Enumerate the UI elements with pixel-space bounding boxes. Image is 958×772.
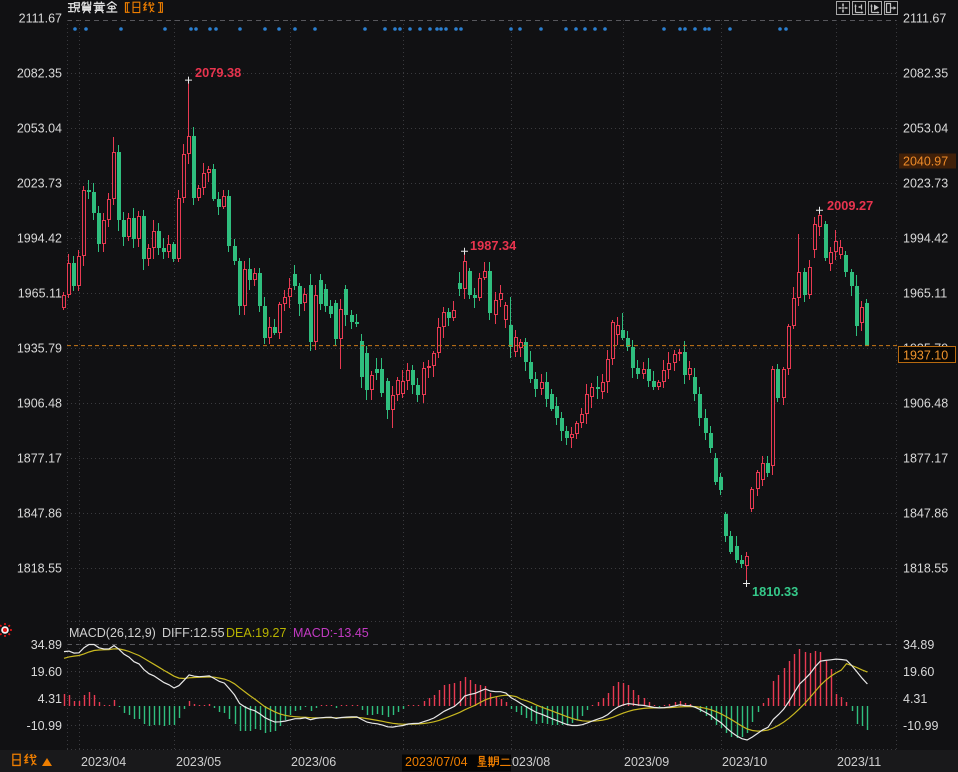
svg-text:2023/04: 2023/04 [81,755,126,769]
svg-text:1847.86: 1847.86 [903,507,948,521]
svg-text:2023/06: 2023/06 [291,755,336,769]
svg-text:2023/10: 2023/10 [722,755,767,769]
svg-text:2009.27: 2009.27 [827,198,873,213]
svg-text:4.31: 4.31 [903,692,927,706]
svg-text:34.89: 34.89 [903,638,934,652]
svg-text:1818.55: 1818.55 [17,562,62,576]
svg-text:1810.33: 1810.33 [752,584,798,599]
svg-text:2023/05: 2023/05 [176,755,221,769]
svg-text:2023.73: 2023.73 [17,177,62,191]
svg-text:2053.04: 2053.04 [903,122,948,136]
svg-text:MACD(26,12,9): MACD(26,12,9) [69,626,156,640]
svg-text:1906.48: 1906.48 [17,397,62,411]
svg-text:2111.67: 2111.67 [903,12,946,26]
svg-text:1987.34: 1987.34 [470,238,517,253]
svg-text:2023/11: 2023/11 [837,755,881,769]
svg-text:2082.35: 2082.35 [17,67,62,81]
svg-text:-10.99: -10.99 [27,719,62,733]
svg-text:1994.42: 1994.42 [17,232,62,246]
svg-text:DIFF:12.55: DIFF:12.55 [162,626,225,640]
svg-text:2023/09: 2023/09 [624,755,669,769]
svg-text:2023.73: 2023.73 [903,177,948,191]
svg-text:1965.11: 1965.11 [18,287,62,301]
svg-text:2079.38: 2079.38 [195,65,241,80]
svg-text:2023/08: 2023/08 [505,755,550,769]
svg-text:2023/07/04: 2023/07/04 [405,755,468,769]
svg-text:1877.17: 1877.17 [17,452,62,466]
svg-text:1965.11: 1965.11 [903,287,947,301]
svg-text:1937.10: 1937.10 [903,349,948,363]
svg-text:2040.97: 2040.97 [903,155,948,169]
svg-text:1906.48: 1906.48 [903,397,948,411]
svg-text:DEA:19.27: DEA:19.27 [226,626,287,640]
svg-text:19.60: 19.60 [31,665,62,679]
svg-text:1818.55: 1818.55 [903,562,948,576]
svg-text:2082.35: 2082.35 [903,67,948,81]
svg-text:4.31: 4.31 [38,692,62,706]
svg-text:1877.17: 1877.17 [903,452,948,466]
svg-text:MACD:-13.45: MACD:-13.45 [293,626,369,640]
svg-text:19.60: 19.60 [903,665,934,679]
svg-text:1847.86: 1847.86 [17,507,62,521]
svg-text:2111.67: 2111.67 [19,12,62,26]
svg-text:-10.99: -10.99 [903,719,938,733]
svg-text:1994.42: 1994.42 [903,232,948,246]
svg-text:34.89: 34.89 [31,638,62,652]
svg-text:1935.79: 1935.79 [17,342,62,356]
svg-text:2053.04: 2053.04 [17,122,62,136]
